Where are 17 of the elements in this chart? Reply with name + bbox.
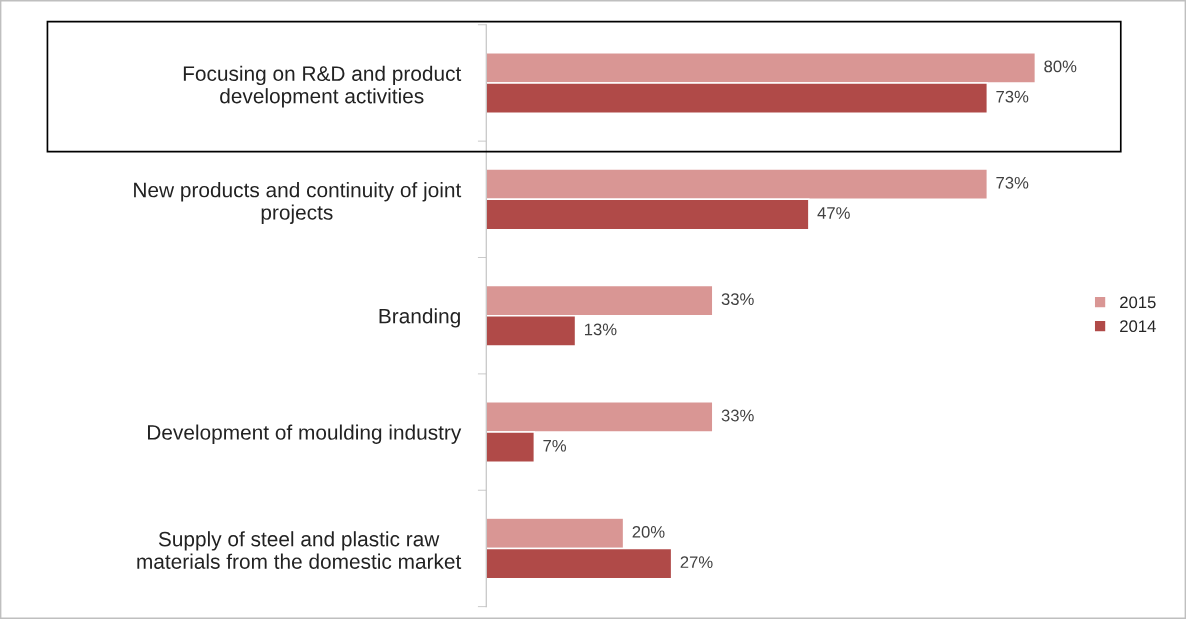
y-tick-label: Branding [379, 308, 460, 328]
legend-label: 2015 [1120, 296, 1156, 309]
data-label: 13% [584, 323, 617, 336]
y-tick-label: Supply of steel and plastic raw materials from the domestic market [137, 531, 462, 569]
y-tick-label: Focusing on R&D and product development activities [183, 65, 462, 108]
data-label: 80% [1044, 60, 1077, 73]
data-label: 73% [996, 176, 1029, 189]
data-label: 33% [721, 409, 754, 422]
data-label: 47% [817, 207, 850, 219]
legend-label: 2014 [1120, 320, 1156, 333]
data-label: 73% [996, 90, 1029, 103]
data-label: 20% [632, 525, 665, 538]
data-label: 7% [543, 439, 567, 452]
y-tick-label: New products and continuity of joint projects [134, 182, 462, 224]
y-tick-label: Development of moulding industry [148, 424, 462, 444]
data-label: 33% [721, 293, 754, 306]
data-label: 27% [680, 556, 713, 568]
